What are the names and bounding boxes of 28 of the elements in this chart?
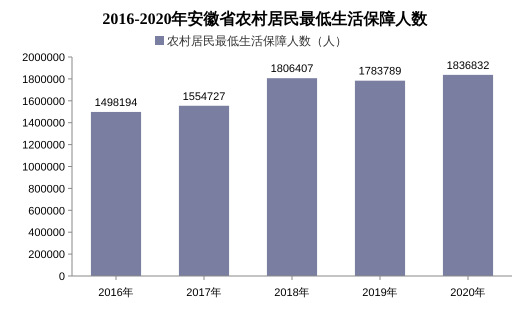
y-tick-label: 400000 bbox=[28, 227, 65, 240]
legend-label: 农村居民最低生活保障人数（人） bbox=[167, 34, 347, 48]
bar bbox=[90, 112, 142, 276]
x-tick-label: 2019年 bbox=[362, 287, 398, 299]
bar bbox=[442, 74, 494, 276]
x-tick-label: 2017年 bbox=[186, 287, 222, 299]
y-tick-label: 1400000 bbox=[22, 118, 65, 130]
data-label: 1498194 bbox=[94, 96, 138, 109]
y-tick-label: 2000000 bbox=[22, 52, 65, 64]
x-tick-label: 2020年 bbox=[450, 287, 486, 299]
bar bbox=[354, 80, 406, 276]
y-tick-label: 1200000 bbox=[22, 140, 65, 152]
data-label: 1836832 bbox=[446, 60, 490, 72]
y-tick-label: 1800000 bbox=[22, 74, 65, 86]
data-label: 1783789 bbox=[358, 66, 402, 78]
y-tick-label: 200000 bbox=[28, 249, 65, 262]
bar bbox=[266, 78, 318, 276]
y-tick-label: 1000000 bbox=[22, 162, 65, 174]
y-tick-label: 0 bbox=[58, 271, 65, 283]
chart-title: 2016-2020年安徽省农村居民最低生活保障人数 bbox=[102, 9, 429, 28]
y-tick-label: 600000 bbox=[28, 205, 65, 218]
y-tick-label: 800000 bbox=[28, 183, 65, 196]
x-tick-label: 2016年 bbox=[98, 287, 134, 299]
y-tick-label: 1600000 bbox=[22, 96, 65, 108]
data-label: 1806407 bbox=[270, 63, 314, 76]
x-tick-label: 2018年 bbox=[274, 287, 310, 299]
data-label: 1554727 bbox=[182, 90, 226, 103]
bar bbox=[178, 106, 230, 276]
